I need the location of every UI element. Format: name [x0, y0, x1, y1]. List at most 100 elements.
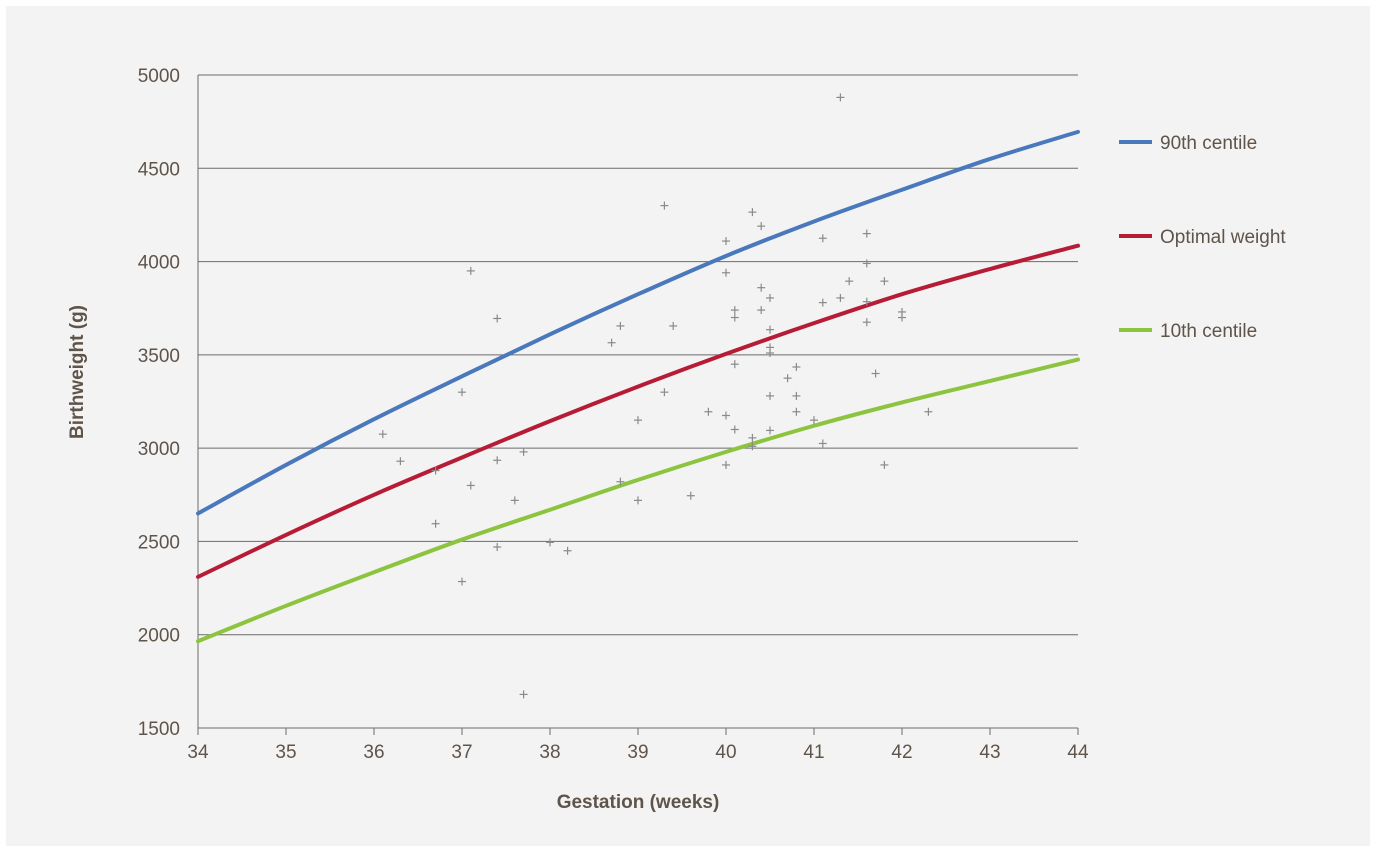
series-line-90th-centile: [196, 129, 1080, 516]
scatter-point: [458, 388, 466, 397]
y-tick-label: 3500: [138, 346, 180, 367]
scatter-point: [757, 283, 766, 292]
y-tick-label: 3000: [138, 439, 180, 460]
scatter-point: [730, 313, 739, 322]
scatter-point: [766, 293, 774, 302]
scatter-point: [466, 266, 475, 275]
scatter-point: [862, 318, 871, 327]
scatter-point: [519, 447, 528, 456]
scatter-point: [836, 293, 845, 302]
legend-item: 10th centile: [1119, 321, 1257, 342]
scatter-point: [510, 496, 519, 505]
y-tick-label: 2500: [138, 532, 180, 553]
scatter-point: [783, 374, 792, 383]
x-tick-label: 42: [891, 742, 912, 763]
scatter-point: [616, 321, 625, 330]
y-tick-label: 4000: [138, 253, 180, 274]
scatter-point: [792, 362, 801, 371]
scatter-point: [880, 460, 889, 469]
y-tick-label: 4500: [138, 159, 180, 180]
x-tick-label: 38: [539, 742, 560, 763]
scatter-point: [616, 477, 625, 486]
scatter-point: [862, 259, 871, 268]
scatter-points: [378, 93, 933, 699]
series-lines: [196, 129, 1080, 644]
x-tick-label: 36: [363, 742, 384, 763]
legend-label: Optimal weight: [1160, 227, 1286, 248]
x-tick-label: 40: [715, 742, 736, 763]
scatter-point: [757, 222, 766, 231]
scatter-point: [431, 519, 440, 528]
scatter-point: [546, 538, 554, 547]
scatter-point: [898, 313, 906, 322]
scatter-point: [730, 425, 739, 434]
scatter-point: [766, 348, 774, 357]
scatter-point: [766, 391, 774, 400]
chart-panel: Gestation (weeks) Birthweight (g) 1500 20…: [6, 6, 1370, 846]
legend-label: 90th centile: [1160, 133, 1257, 154]
scatter-point: [493, 456, 502, 465]
scatter-point: [493, 543, 502, 552]
scatter-point: [660, 388, 669, 397]
scatter-point: [818, 439, 827, 448]
axis-labels: Gestation (weeks) Birthweight (g) 1500 20…: [67, 66, 1089, 813]
scatter-point: [792, 391, 801, 400]
x-tick-label: 39: [627, 742, 648, 763]
axes: [197, 75, 1079, 735]
scatter-point: [748, 433, 757, 442]
series-line-optimal-weight: [196, 243, 1080, 579]
scatter-point: [845, 277, 854, 286]
x-tick-label: 44: [1067, 742, 1089, 763]
scatter-point: [862, 297, 871, 306]
legend-label: 10th centile: [1160, 321, 1257, 342]
scatter-point: [396, 457, 405, 466]
legend-item: Optimal weight: [1119, 227, 1286, 248]
y-tick-label: 1500: [138, 719, 180, 740]
x-axis-title: Gestation (weeks): [557, 792, 720, 813]
scatter-point: [660, 201, 669, 210]
scatter-point: [880, 277, 889, 286]
scatter-point: [818, 234, 827, 243]
y-axis-title: Birthweight (g): [67, 305, 88, 439]
scatter-point: [686, 491, 695, 500]
scatter-point: [722, 268, 730, 277]
x-tick-label: 43: [979, 742, 1000, 763]
scatter-point: [730, 306, 739, 315]
scatter-point: [563, 546, 572, 555]
scatter-point: [378, 430, 387, 439]
legend-item: 90th centile: [1119, 133, 1257, 154]
y-tick-label: 2000: [138, 626, 180, 647]
scatter-point: [766, 325, 774, 334]
x-tick-label: 37: [451, 742, 472, 763]
scatter-point: [818, 298, 827, 307]
scatter-point: [871, 369, 880, 378]
scatter-point: [924, 407, 933, 416]
scatter-point: [607, 338, 616, 347]
scatter-point: [431, 466, 440, 475]
x-tick-label: 41: [803, 742, 824, 763]
gridlines: [198, 74, 1078, 636]
series-line-10th-centile: [196, 357, 1080, 644]
scatter-point: [810, 416, 818, 425]
scatter-point: [704, 407, 713, 416]
scatter-point: [748, 442, 757, 451]
scatter-point: [493, 314, 502, 323]
scatter-point: [722, 237, 730, 246]
scatter-point: [748, 208, 757, 217]
scatter-point: [466, 481, 475, 490]
scatter-point: [458, 577, 466, 586]
scatter-point: [722, 460, 730, 469]
scatter-point: [519, 690, 528, 699]
birthweight-chart: Gestation (weeks) Birthweight (g) 1500 20…: [67, 66, 1286, 813]
scatter-point: [862, 229, 871, 238]
legend: 90th centile Optimal weight 10th centile: [1119, 133, 1286, 342]
scatter-point: [669, 321, 678, 330]
scatter-point: [766, 426, 774, 435]
scatter-point: [634, 416, 642, 425]
x-tick-label: 35: [275, 742, 296, 763]
scatter-point: [757, 306, 766, 315]
scatter-point: [730, 360, 739, 369]
scatter-point: [634, 496, 642, 505]
x-tick-label: 34: [187, 742, 209, 763]
scatter-point: [722, 411, 730, 420]
